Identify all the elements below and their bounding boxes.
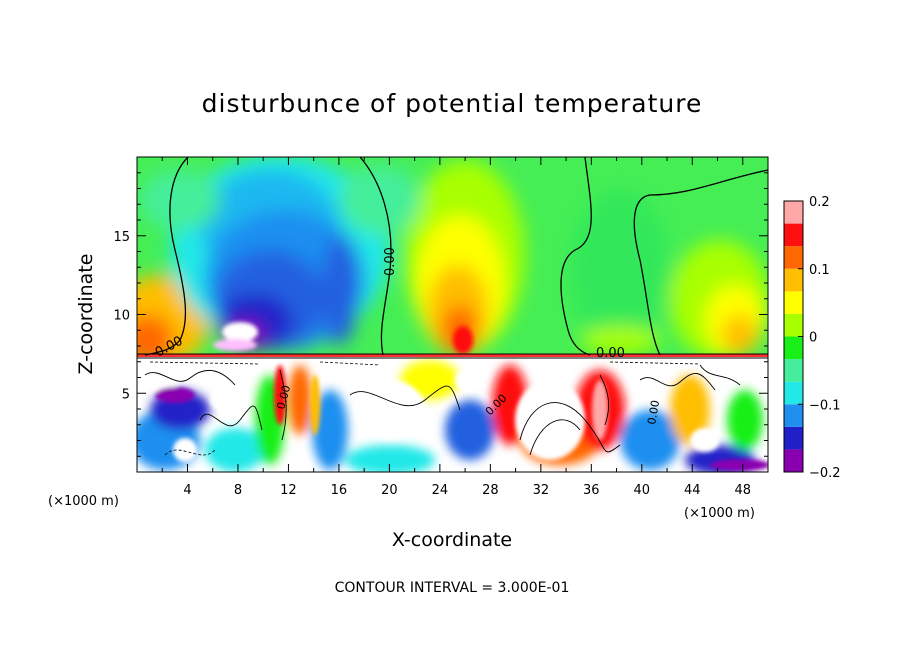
x-tick-label: 20 xyxy=(381,483,398,498)
heatmap-field: 0.00 0.00 0.00 0.00 0.00 0.00 xyxy=(137,157,768,472)
x-tick-label: 24 xyxy=(432,483,449,498)
contour-label: 0.00 xyxy=(645,399,662,425)
colorbar-swatch xyxy=(784,381,803,405)
x-tick-label: 36 xyxy=(583,483,600,498)
colorbar-swatch xyxy=(784,246,803,269)
colorbar-tick-label: 0.1 xyxy=(809,263,830,278)
colorbar-swatch xyxy=(784,336,803,360)
contour-interval-note: CONTOUR INTERVAL = 3.000E-01 xyxy=(335,580,570,596)
contour-label: 0.00 xyxy=(383,247,398,276)
colorbar-swatch xyxy=(784,201,803,224)
colorbar-swatch xyxy=(784,404,803,427)
x-tick-label: 32 xyxy=(533,483,550,498)
colorbar-swatch xyxy=(784,426,803,450)
colorbar xyxy=(784,201,803,472)
colorbar-tick-label: 0.2 xyxy=(809,195,830,210)
contour-label: 0.00 xyxy=(596,346,625,361)
x-tick-label: 12 xyxy=(280,483,297,498)
y-axis-label: Z-coordinate xyxy=(75,254,97,375)
colorbar-tick-label: −0.2 xyxy=(809,466,841,481)
x-tick-label: 16 xyxy=(331,483,348,498)
x-unit-left: (×1000 m) xyxy=(48,494,119,509)
colorbar-tick-label: −0.1 xyxy=(809,398,841,413)
x-tick-label: 4 xyxy=(183,483,191,498)
colorbar-swatch xyxy=(784,359,803,382)
contour-label: 0.00 xyxy=(274,384,293,411)
colorbar-ticks: 0.2 0.1 0 −0.1 −0.2 xyxy=(798,195,841,481)
colorbar-tick-label: 0 xyxy=(809,331,817,346)
colorbar-swatch xyxy=(784,223,803,247)
colorbar-swatch xyxy=(784,268,803,292)
x-unit-right: (×1000 m) xyxy=(684,506,755,521)
chart-title: disturbunce of potential temperature xyxy=(202,89,703,118)
y-tick-label: 15 xyxy=(113,230,130,245)
x-axis-label: X-coordinate xyxy=(392,529,512,551)
colorbar-swatch xyxy=(784,291,803,314)
x-tick-label: 48 xyxy=(734,483,751,498)
x-axis-ticks: 4 8 12 16 20 24 28 32 36 40 44 48 xyxy=(161,157,751,498)
x-tick-label: 44 xyxy=(684,483,701,498)
x-tick-label: 28 xyxy=(482,483,499,498)
x-tick-label: 40 xyxy=(634,483,651,498)
y-axis-ticks: 5 10 15 xyxy=(113,172,768,457)
y-tick-label: 10 xyxy=(113,309,130,324)
x-tick-label: 8 xyxy=(234,483,242,498)
y-tick-label: 5 xyxy=(122,387,130,402)
colorbar-swatch xyxy=(784,313,803,337)
colorbar-swatch xyxy=(784,449,803,472)
